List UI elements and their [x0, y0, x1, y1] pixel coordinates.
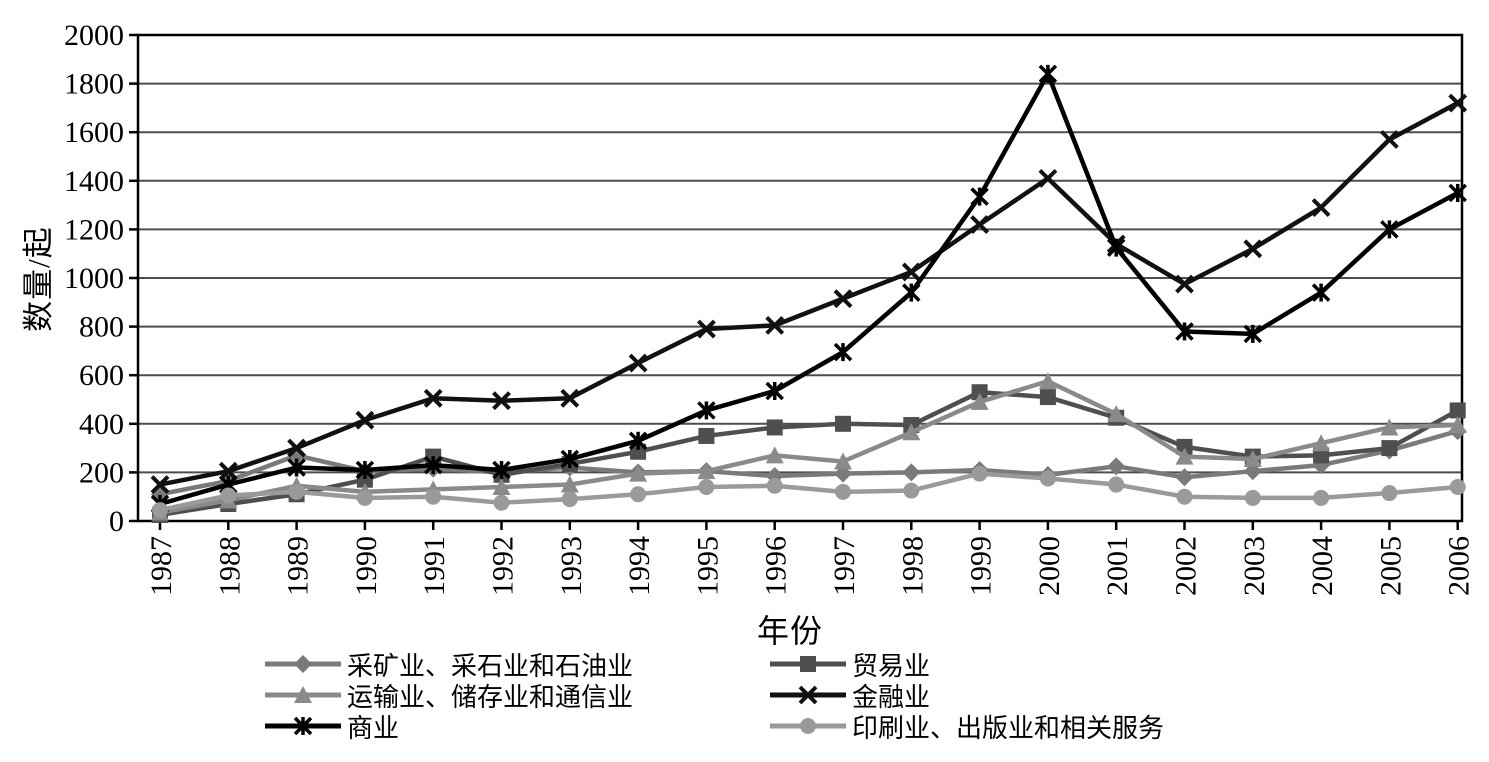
x-tick-label: 1988	[213, 536, 246, 596]
x-axis: 1987 1988 1989 1990 1991 1992 1993 1994 1995 1996…	[145, 521, 1476, 596]
legend-item-finance: 金融业	[768, 681, 1263, 712]
legend-item-printing: 印刷业、出版业和相关服务	[768, 712, 1263, 743]
legend-label: 贸易业	[852, 651, 931, 681]
legend-marker-diamond-icon	[265, 655, 341, 673]
legend-marker-x-icon	[770, 685, 846, 705]
x-tick-label: 1989	[282, 536, 315, 596]
y-axis-title: 数量/起	[21, 226, 56, 332]
x-axis-title: 年份	[756, 613, 823, 649]
x-tick-label: 2003	[1238, 536, 1271, 596]
series-asterisk	[150, 64, 1467, 514]
legend-marker-triangle-icon	[265, 686, 341, 703]
y-tick-label: 800	[79, 311, 124, 344]
x-tick-label: 2005	[1374, 536, 1407, 596]
y-tick-label: 1600	[64, 116, 124, 149]
x-tick-label: 1997	[828, 536, 861, 596]
legend-item-mining: 采矿业、采石业和石油业	[263, 650, 768, 681]
y-tick-label: 200	[79, 456, 124, 489]
y-tick-label: 1000	[64, 262, 124, 295]
legend-marker-circle-icon	[770, 718, 846, 734]
x-tick-label: 2004	[1306, 536, 1339, 596]
x-tick-label: 1991	[418, 536, 451, 596]
x-tick-label: 1990	[350, 536, 383, 596]
x-tick-label: 1995	[691, 536, 724, 596]
x-tick-label: 2006	[1443, 536, 1476, 596]
series-x	[150, 93, 1468, 494]
legend-marker-square-icon	[770, 656, 846, 672]
x-tick-label: 1999	[965, 536, 998, 596]
x-tick-label: 2001	[1101, 536, 1134, 596]
y-tick-label: 400	[79, 408, 124, 441]
y-tick-label: 0	[109, 505, 124, 538]
x-tick-label: 2000	[1033, 536, 1066, 596]
x-tick-label: 1998	[896, 536, 929, 596]
legend-label: 采矿业、采石业和石油业	[347, 651, 634, 681]
y-tick-label: 600	[79, 359, 124, 392]
legend-label: 商业	[347, 713, 400, 743]
y-tick-label: 1800	[64, 68, 124, 101]
chart-legend: 采矿业、采石业和石油业 贸易业 运输业、储存业和通信业 金融业 商业 印刷业、出…	[263, 650, 1263, 743]
legend-label: 金融业	[852, 682, 931, 712]
legend-item-transport: 运输业、储存业和通信业	[263, 681, 768, 712]
x-tick-label: 1992	[487, 536, 520, 596]
x-tick-label: 1987	[145, 536, 178, 596]
x-tick-label: 1996	[760, 536, 793, 596]
gridlines	[138, 82, 1462, 474]
legend-item-trade: 贸易业	[768, 650, 1263, 681]
series-circle	[152, 465, 1466, 519]
y-tick-label: 1400	[64, 165, 124, 198]
x-tick-label: 2002	[1170, 536, 1203, 596]
y-axis: 0 200 400 600 800 1000 1200 1400 1600 1800 2000	[64, 19, 138, 538]
y-tick-label: 2000	[64, 19, 124, 52]
legend-label: 印刷业、出版业和相关服务	[852, 713, 1165, 743]
x-tick-label: 1994	[623, 536, 656, 596]
x-tick-label: 1993	[555, 536, 588, 596]
y-tick-label: 1200	[64, 213, 124, 246]
legend-item-commerce: 商业	[263, 712, 768, 743]
legend-label: 运输业、储存业和通信业	[347, 682, 634, 712]
legend-marker-asterisk-icon	[265, 716, 341, 736]
